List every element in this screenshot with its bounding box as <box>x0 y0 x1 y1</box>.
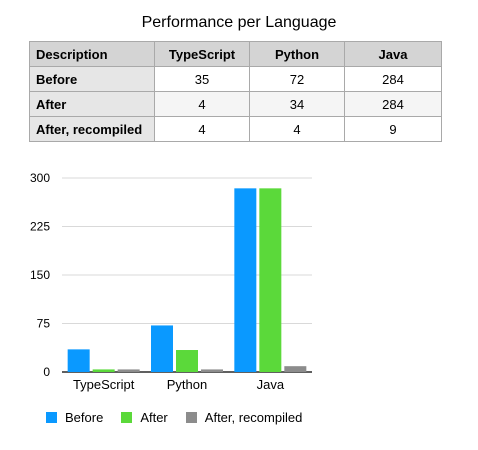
bar <box>151 325 173 372</box>
bar <box>67 349 90 372</box>
table-header-row: Description TypeScript Python Java <box>29 41 442 67</box>
bar <box>92 369 115 372</box>
y-tick-label: 75 <box>37 317 51 331</box>
legend-swatch <box>46 412 57 423</box>
bar <box>234 188 257 372</box>
legend-item-before: Before <box>46 410 103 425</box>
performance-table: Description TypeScript Python Java Befor… <box>29 41 442 142</box>
row-label: Before <box>29 66 155 92</box>
x-tick-label: Python <box>167 377 207 392</box>
x-tick-label: Java <box>257 377 285 392</box>
table-cell: 4 <box>249 116 345 142</box>
table-cell: 9 <box>344 116 442 142</box>
header-python: Python <box>249 41 345 67</box>
legend-item-after-recompiled: After, recompiled <box>185 410 303 425</box>
bar <box>117 369 140 372</box>
table-cell: 72 <box>249 66 345 92</box>
legend-label: After <box>140 410 168 425</box>
bar <box>259 188 282 372</box>
table-cell: 4 <box>154 91 250 117</box>
chart-legend: Before After After, recompiled <box>46 410 320 425</box>
bar <box>284 366 307 372</box>
row-label: After <box>29 91 155 117</box>
table-title: Performance per Language <box>141 14 337 31</box>
legend-label: After, recompiled <box>204 410 303 425</box>
y-tick-label: 300 <box>30 171 50 185</box>
table-cell: 34 <box>249 91 345 117</box>
x-tick-label: TypeScript <box>73 377 135 392</box>
table-cell: 284 <box>344 66 442 92</box>
legend-swatch <box>121 412 133 423</box>
y-tick-label: 150 <box>30 268 50 282</box>
y-tick-label: 225 <box>30 220 50 234</box>
table-cell: 4 <box>154 116 250 142</box>
bar <box>176 350 198 372</box>
header-typescript: TypeScript <box>154 41 250 67</box>
y-tick-label: 0 <box>43 365 50 379</box>
table-row: After, recompiled 4 4 9 <box>29 116 442 142</box>
legend-swatch <box>185 412 197 423</box>
legend-label: Before <box>65 410 104 425</box>
bar <box>201 369 223 372</box>
row-label: After, recompiled <box>29 116 155 142</box>
legend-item-after: After <box>121 410 168 425</box>
